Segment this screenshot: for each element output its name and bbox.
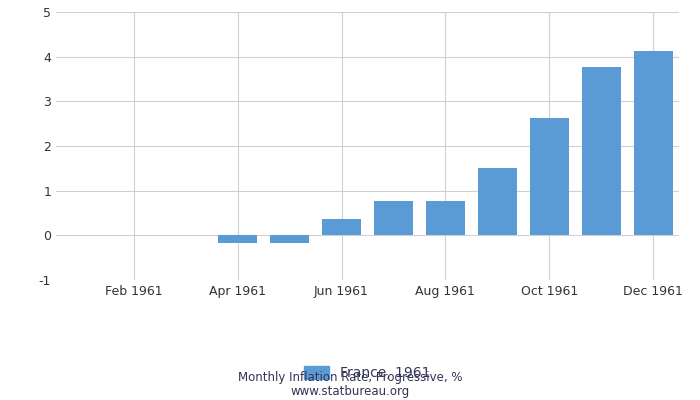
Bar xyxy=(530,118,568,235)
Bar xyxy=(426,201,465,235)
Text: www.statbureau.org: www.statbureau.org xyxy=(290,386,410,398)
Bar xyxy=(218,235,257,243)
Bar xyxy=(374,201,413,235)
Legend: France, 1961: France, 1961 xyxy=(299,360,436,386)
Bar xyxy=(582,67,621,235)
Bar xyxy=(634,51,673,235)
Bar xyxy=(478,168,517,235)
Text: Monthly Inflation Rate, Progressive, %: Monthly Inflation Rate, Progressive, % xyxy=(238,372,462,384)
Bar xyxy=(322,219,361,235)
Bar xyxy=(270,235,309,243)
